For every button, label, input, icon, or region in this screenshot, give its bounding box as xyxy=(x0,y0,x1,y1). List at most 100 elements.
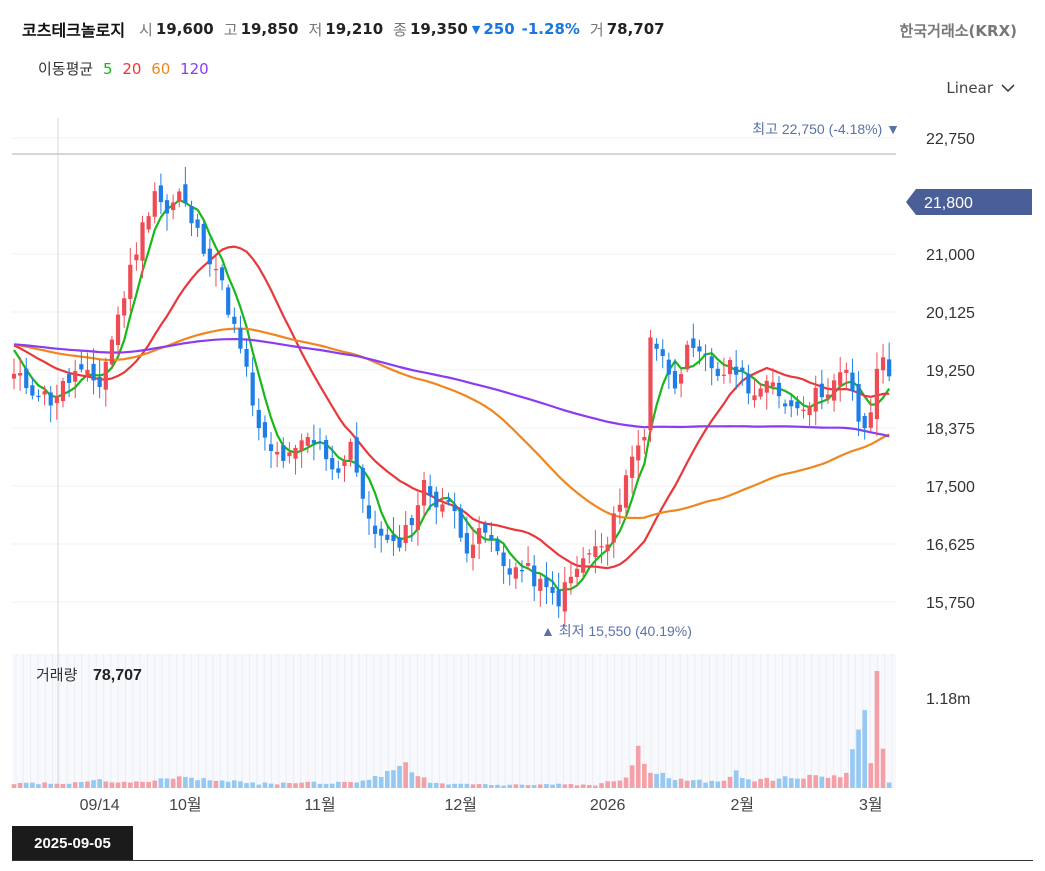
volume-bar xyxy=(244,783,249,788)
candle-body xyxy=(219,267,225,281)
volume-bar xyxy=(433,782,439,788)
moving-average-lines xyxy=(13,199,891,592)
candle-body xyxy=(532,565,537,587)
volume-bar xyxy=(140,781,145,788)
candle-body xyxy=(630,456,635,478)
candle-body xyxy=(489,534,494,541)
candle-body xyxy=(623,475,629,508)
volume-bar xyxy=(195,780,200,788)
volume-bar xyxy=(403,762,408,788)
candle-body xyxy=(293,447,298,459)
candle-body xyxy=(415,505,421,530)
volume-bar xyxy=(770,780,776,788)
candle-body xyxy=(85,369,90,376)
scale-dropdown[interactable]: Linear xyxy=(946,79,1015,97)
volume-bar xyxy=(586,785,592,788)
x-tick-label-4: 2026 xyxy=(590,797,626,814)
candle-body xyxy=(262,422,268,438)
volume-bar xyxy=(476,784,482,788)
candle-body xyxy=(336,468,341,473)
volume-bar xyxy=(495,784,500,788)
volume-bar xyxy=(30,782,35,788)
volume-bar xyxy=(562,784,568,788)
candle-body xyxy=(60,380,66,402)
candle-body xyxy=(287,452,292,457)
candle-body xyxy=(434,491,439,508)
candle-body xyxy=(752,395,757,401)
volume-bar xyxy=(127,782,133,788)
candle-body xyxy=(770,382,775,387)
candle-body xyxy=(250,372,255,406)
high-price: 19,850 xyxy=(240,20,299,38)
volume-bar xyxy=(574,785,580,788)
candle-body xyxy=(525,563,531,566)
volume-bar xyxy=(629,765,635,788)
volume-bar xyxy=(183,777,188,788)
candle-body xyxy=(403,525,408,544)
candle-body xyxy=(850,372,855,392)
candle-body xyxy=(275,451,280,455)
candle-body xyxy=(581,558,586,573)
candle-body xyxy=(446,500,451,502)
x-tick-label-5: 2월 xyxy=(730,796,754,814)
volume-bar xyxy=(525,785,531,788)
candle-body xyxy=(556,590,561,607)
candle-body xyxy=(501,552,506,567)
volume-bar xyxy=(452,783,457,788)
candle-body xyxy=(66,374,72,383)
candle-body xyxy=(128,264,133,299)
volume-bar xyxy=(323,783,329,788)
volume-bar xyxy=(721,780,727,788)
candle-body xyxy=(281,445,286,461)
volume-bar xyxy=(66,783,72,788)
y-tick-label-5: 17,500 xyxy=(926,479,975,496)
candle-body xyxy=(244,349,249,367)
volume-bar xyxy=(837,777,843,788)
volume-panel-value: 78,707 xyxy=(93,667,142,684)
y-tick-label-1: 21,000 xyxy=(926,247,975,264)
candle-body xyxy=(342,461,347,467)
volume-bar xyxy=(446,784,451,788)
candlesticks xyxy=(11,166,892,626)
candle-body xyxy=(783,403,788,407)
volume-bar xyxy=(776,778,782,788)
close-price: 19,350 xyxy=(409,20,468,38)
candle-body xyxy=(587,553,592,555)
volume-bar xyxy=(97,779,102,788)
candle-body xyxy=(232,316,237,324)
candle-body xyxy=(11,373,17,379)
candle-body xyxy=(538,578,543,591)
volume-bar xyxy=(225,781,231,788)
volume-bar xyxy=(844,772,849,788)
candle-body xyxy=(24,368,29,389)
candle-body xyxy=(568,576,574,584)
volume-bar xyxy=(617,780,623,788)
candle-body xyxy=(189,206,194,224)
candle-body xyxy=(868,412,873,428)
volume-bar xyxy=(329,783,335,788)
candle-body xyxy=(734,366,739,375)
volume-bar xyxy=(152,780,158,788)
exchange-name: 한국거래소(KRX) xyxy=(899,22,1017,40)
volume-bar xyxy=(660,772,666,788)
candle-body xyxy=(256,409,261,429)
volume-bar xyxy=(782,776,788,788)
volume-bar xyxy=(752,781,757,788)
max-price-label: 최고 22,750 (-4.18%) ▼ xyxy=(752,121,900,137)
date-axis: 09/14 10월 11월 12월 2026 2월 3월 xyxy=(80,796,883,814)
volume-bar xyxy=(262,782,268,788)
candle-body xyxy=(666,359,671,375)
scale-dropdown-value: Linear xyxy=(946,79,993,97)
volume-bar xyxy=(54,783,60,788)
candle-body xyxy=(483,523,488,533)
open-label: 시 xyxy=(139,20,153,39)
candle-body xyxy=(79,364,84,370)
candle-body xyxy=(42,391,47,395)
volume-bar xyxy=(366,779,372,788)
candle-body xyxy=(795,401,800,409)
volume-bar xyxy=(115,782,121,788)
volume-bar xyxy=(305,781,311,788)
candle-body xyxy=(721,374,727,376)
candle-body xyxy=(458,508,463,538)
